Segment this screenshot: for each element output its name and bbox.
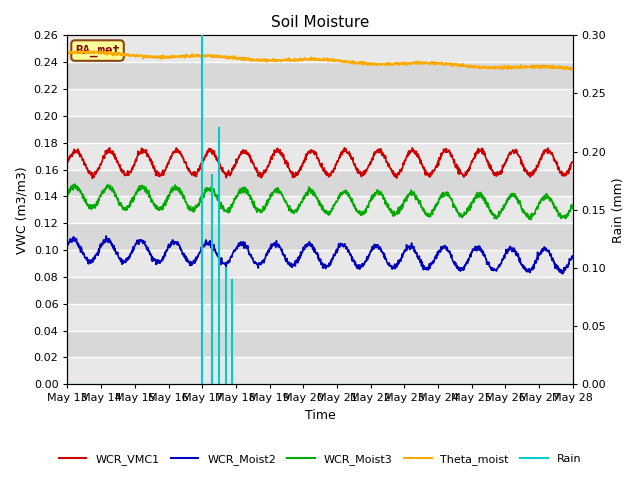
Bar <box>67 116 573 143</box>
Bar <box>67 196 573 223</box>
Legend: WCR_VMC1, WCR_Moist2, WCR_Moist3, Theta_moist, Rain: WCR_VMC1, WCR_Moist2, WCR_Moist3, Theta_… <box>54 450 586 469</box>
Bar <box>67 62 573 89</box>
Bar <box>67 358 573 384</box>
Bar <box>67 169 573 196</box>
Bar <box>67 331 573 358</box>
Y-axis label: VWC (m3/m3): VWC (m3/m3) <box>15 166 28 253</box>
Bar <box>67 250 573 277</box>
Title: Soil Moisture: Soil Moisture <box>271 15 369 30</box>
Y-axis label: Rain (mm): Rain (mm) <box>612 177 625 242</box>
X-axis label: Time: Time <box>305 409 335 422</box>
Bar <box>67 304 573 331</box>
Bar <box>67 36 573 62</box>
Bar <box>67 223 573 250</box>
Bar <box>67 277 573 304</box>
Bar <box>67 143 573 169</box>
Text: BA_met: BA_met <box>75 44 120 57</box>
Bar <box>67 89 573 116</box>
